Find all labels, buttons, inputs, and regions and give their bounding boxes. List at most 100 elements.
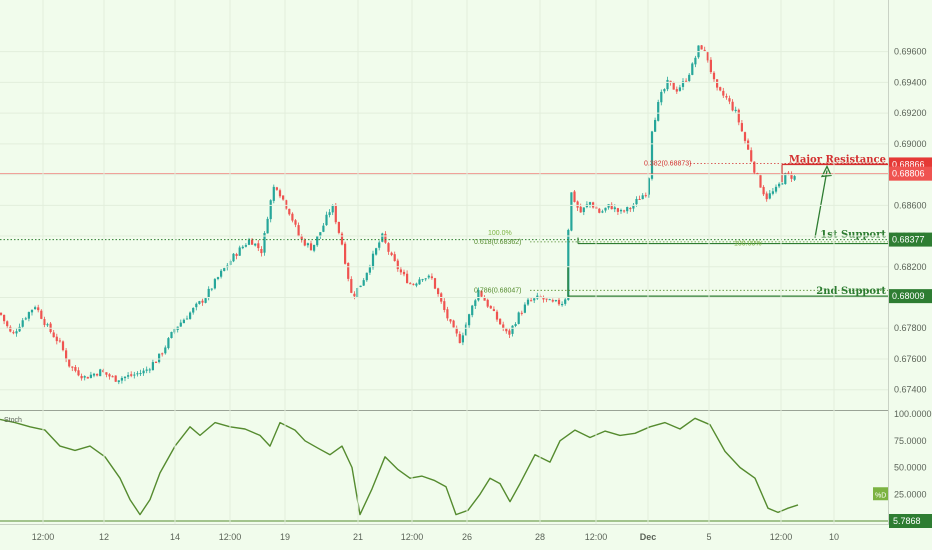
- support-2-label[interactable]: 2nd Support: [816, 286, 886, 297]
- candle-body: [561, 303, 564, 306]
- candle-body: [681, 81, 685, 87]
- time-axis[interactable]: 12:00 12 14 12:00 19 21 12:00 26 28 12:00 Dec 5 12:0…: [32, 0, 839, 542]
- candle-body: [86, 376, 89, 379]
- candle-body: [381, 233, 384, 242]
- candle-body: [309, 243, 313, 251]
- candle-body: [446, 309, 449, 319]
- candle-body: [319, 232, 322, 237]
- candle-body: [306, 243, 309, 246]
- candle-body: [719, 87, 722, 91]
- candle-body: [768, 193, 771, 199]
- price-tick-label: 0.68600: [894, 200, 927, 210]
- stoch-tick-label: 75.0000: [894, 436, 927, 446]
- candle-body: [154, 362, 158, 364]
- stoch-value-tag[interactable]: 5.7868: [893, 516, 921, 526]
- candle-body: [502, 324, 505, 329]
- fib-layer: 0.382(0.68873) 0.618(0.68362) 100.0% 100.00…: [474, 160, 888, 294]
- candle-body: [43, 319, 46, 325]
- candle-body: [83, 376, 86, 378]
- candle-body: [52, 332, 55, 338]
- candle-body: [365, 272, 368, 281]
- candle-body: [263, 232, 266, 253]
- candle-body: [96, 374, 99, 376]
- candle-body: [161, 353, 164, 355]
- major-resistance-tag[interactable]: 0.68866: [892, 159, 925, 169]
- candle-body: [179, 322, 182, 327]
- stoch-pane[interactable]: [0, 411, 888, 524]
- candle-body: [201, 300, 204, 303]
- candle-body: [641, 195, 644, 200]
- stoch-indicator-label[interactable]: Stoch: [4, 417, 22, 424]
- stoch-tick-label: 25.0000: [894, 489, 927, 499]
- candle-body: [105, 372, 108, 375]
- candle-body: [616, 208, 619, 212]
- time-tick-label: 19: [280, 532, 290, 542]
- candle-body: [542, 297, 545, 300]
- candle-body: [523, 304, 526, 313]
- candle-body: [331, 205, 334, 213]
- candle-body: [387, 243, 390, 252]
- candle-body: [455, 327, 458, 334]
- candle-body: [607, 204, 610, 208]
- candle-body: [495, 311, 499, 320]
- support-1-label[interactable]: 1st Support: [820, 230, 886, 241]
- candle-body: [260, 249, 263, 254]
- candle-body: [750, 150, 753, 162]
- support-2-tag[interactable]: 0.68009: [892, 291, 925, 301]
- candle-body: [570, 192, 573, 231]
- support-1-tag[interactable]: 0.68377: [892, 235, 925, 245]
- candle-body: [254, 243, 257, 246]
- candle-body: [30, 309, 34, 313]
- candle-body: [353, 293, 356, 297]
- candle-body: [210, 288, 213, 290]
- candle-body: [728, 98, 731, 102]
- candle-body: [691, 63, 694, 75]
- candle-body: [384, 233, 387, 243]
- projection-arrow: [814, 170, 828, 238]
- candle-body: [747, 140, 750, 150]
- candle-body: [517, 312, 520, 324]
- major-resistance-label[interactable]: Major Resistance: [789, 154, 886, 165]
- stoch-series-tag[interactable]: %D: [875, 492, 886, 499]
- candle-body: [781, 183, 784, 185]
- candle-body: [576, 201, 579, 208]
- time-tick-label: 12:00: [219, 532, 242, 542]
- candle-body: [58, 340, 61, 342]
- price-tick-label: 0.67800: [894, 323, 927, 333]
- candle-body: [626, 207, 629, 212]
- candle-body: [629, 207, 632, 210]
- candle-body: [325, 214, 328, 226]
- time-tick-label: 12:00: [32, 532, 55, 542]
- candle-body: [24, 318, 27, 320]
- stochastic-layer: [0, 417, 888, 522]
- candle-body: [514, 324, 517, 327]
- current-price-tag[interactable]: 0.68806: [892, 169, 925, 179]
- candle-body: [613, 207, 616, 210]
- candle-body: [557, 299, 561, 305]
- candle-body: [102, 370, 105, 373]
- candle-body: [123, 376, 127, 379]
- candle-body: [508, 330, 511, 335]
- candle-body: [452, 320, 455, 328]
- candle-body: [272, 186, 275, 201]
- stoch-series-line[interactable]: [0, 417, 799, 516]
- candle-body: [688, 74, 691, 82]
- candle-body: [368, 267, 371, 273]
- candle-body: [223, 268, 226, 271]
- candle-body: [511, 325, 514, 334]
- candle-body: [251, 239, 254, 245]
- candle-body: [520, 312, 523, 314]
- candle-body: [55, 336, 58, 342]
- candle-body: [347, 263, 350, 279]
- candle-body: [303, 239, 306, 246]
- candle-body: [458, 334, 461, 344]
- candle-body: [765, 193, 768, 200]
- stoch-axis[interactable]: 100.0000 75.0000 50.0000 25.0000: [894, 409, 932, 499]
- candle-body: [632, 204, 635, 209]
- candle-body: [424, 278, 427, 280]
- candle-body: [362, 280, 365, 286]
- candle-body: [601, 211, 604, 213]
- candle-body: [499, 318, 502, 325]
- candle-body: [117, 380, 120, 383]
